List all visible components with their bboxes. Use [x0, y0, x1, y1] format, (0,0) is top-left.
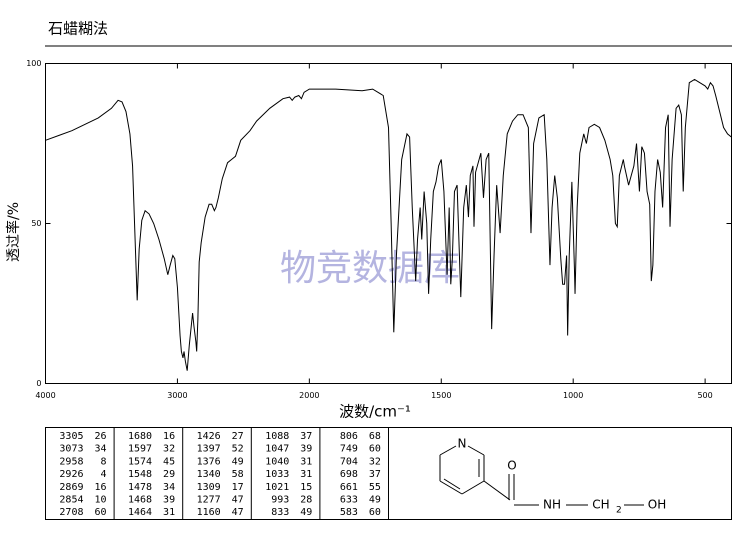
peak-transmittance: 31	[300, 469, 312, 480]
x-tick-label: 1500	[431, 391, 451, 400]
peak-transmittance: 8	[100, 456, 106, 467]
peak-transmittance: 60	[369, 507, 381, 518]
peak-transmittance: 31	[300, 456, 312, 467]
y-tick-label: 100	[26, 59, 41, 68]
peak-wavenumber: 749	[340, 444, 358, 455]
peak-transmittance: 16	[94, 482, 106, 493]
peak-transmittance: 37	[300, 431, 312, 442]
peak-wavenumber: 1277	[197, 495, 221, 506]
peak-transmittance: 49	[232, 456, 244, 467]
peak-transmittance: 49	[300, 507, 312, 518]
peak-wavenumber: 1376	[197, 456, 221, 467]
atom-label: O	[507, 459, 516, 473]
peak-wavenumber: 833	[271, 507, 289, 518]
peak-transmittance: 58	[232, 469, 244, 480]
atom-label: NH	[543, 498, 561, 512]
peak-wavenumber: 2958	[59, 456, 83, 467]
peak-wavenumber: 1548	[128, 469, 152, 480]
peak-transmittance: 68	[369, 431, 381, 442]
peak-transmittance: 47	[232, 507, 244, 518]
peak-wavenumber: 2854	[59, 495, 83, 506]
peak-wavenumber: 1088	[265, 431, 289, 442]
peak-transmittance: 60	[369, 444, 381, 455]
peak-wavenumber: 1468	[128, 495, 152, 506]
x-tick-label: 3000	[167, 391, 187, 400]
peak-wavenumber: 1040	[265, 456, 289, 467]
peak-transmittance: 39	[300, 444, 312, 455]
peak-wavenumber: 704	[340, 456, 358, 467]
peak-transmittance: 49	[369, 495, 381, 506]
peak-wavenumber: 2708	[59, 507, 83, 518]
peak-wavenumber: 2926	[59, 469, 83, 480]
peak-wavenumber: 661	[340, 482, 358, 493]
peak-wavenumber: 993	[271, 495, 289, 506]
spectrum-line	[45, 78, 732, 371]
plot-frame	[45, 63, 732, 384]
peak-transmittance: 16	[163, 431, 175, 442]
watermark: 物竞数据库	[280, 248, 460, 289]
atom-label: OH	[648, 498, 666, 512]
peak-wavenumber: 1309	[197, 482, 221, 493]
peak-wavenumber: 1478	[128, 482, 152, 493]
peak-wavenumber: 1574	[128, 456, 152, 467]
peak-transmittance: 34	[94, 444, 106, 455]
chart-title: 石蜡糊法	[48, 20, 108, 38]
peak-transmittance: 55	[369, 482, 381, 493]
peak-transmittance: 32	[163, 444, 175, 455]
peak-transmittance: 15	[300, 482, 312, 493]
peak-transmittance: 17	[232, 482, 244, 493]
peak-wavenumber: 1340	[197, 469, 221, 480]
peak-wavenumber: 3073	[59, 444, 83, 455]
peak-transmittance: 29	[163, 469, 175, 480]
peak-wavenumber: 1680	[128, 431, 152, 442]
peak-transmittance: 4	[100, 469, 106, 480]
peak-transmittance: 47	[232, 495, 244, 506]
peak-transmittance: 27	[232, 431, 244, 442]
x-tick-label: 1000	[563, 391, 583, 400]
peak-wavenumber: 633	[340, 495, 358, 506]
peak-transmittance: 37	[369, 469, 381, 480]
peak-wavenumber: 3305	[59, 431, 83, 442]
atom-label: N	[458, 437, 467, 451]
x-tick-label: 500	[697, 391, 712, 400]
peak-transmittance: 10	[94, 495, 106, 506]
peak-transmittance: 34	[163, 482, 175, 493]
peak-transmittance: 26	[94, 431, 106, 442]
structure-bonds	[439, 445, 644, 506]
x-tick-label: 2000	[299, 391, 319, 400]
peak-transmittance: 39	[163, 495, 175, 506]
x-axis-label: 波数/cm⁻¹	[339, 403, 411, 421]
structure-labels: N O NH CH 2 OH	[458, 437, 667, 516]
peak-transmittance: 32	[369, 456, 381, 467]
peak-wavenumber: 1597	[128, 444, 152, 455]
peak-transmittance: 45	[163, 456, 175, 467]
peak-wavenumber: 1426	[197, 431, 221, 442]
x-tick-label: 4000	[35, 391, 55, 400]
peak-transmittance: 31	[163, 507, 175, 518]
peak-wavenumber: 2869	[59, 482, 83, 493]
y-tick-label: 0	[36, 379, 41, 388]
atom-label: CH	[592, 498, 609, 512]
peak-wavenumber: 1021	[265, 482, 289, 493]
peak-wavenumber: 698	[340, 469, 358, 480]
peak-wavenumber: 1464	[128, 507, 152, 518]
peak-wavenumber: 1160	[197, 507, 221, 518]
peak-wavenumber: 1033	[265, 469, 289, 480]
peak-wavenumber: 583	[340, 507, 358, 518]
peak-wavenumber: 1047	[265, 444, 289, 455]
y-tick-label: 50	[31, 219, 41, 228]
peak-transmittance: 28	[300, 495, 312, 506]
peak-transmittance: 52	[232, 444, 244, 455]
y-axis-label: 透过率/%	[5, 202, 22, 262]
peak-transmittance: 60	[94, 507, 106, 518]
peak-wavenumber: 1397	[197, 444, 221, 455]
peak-wavenumber: 806	[340, 431, 358, 442]
atom-subscript: 2	[616, 506, 622, 516]
